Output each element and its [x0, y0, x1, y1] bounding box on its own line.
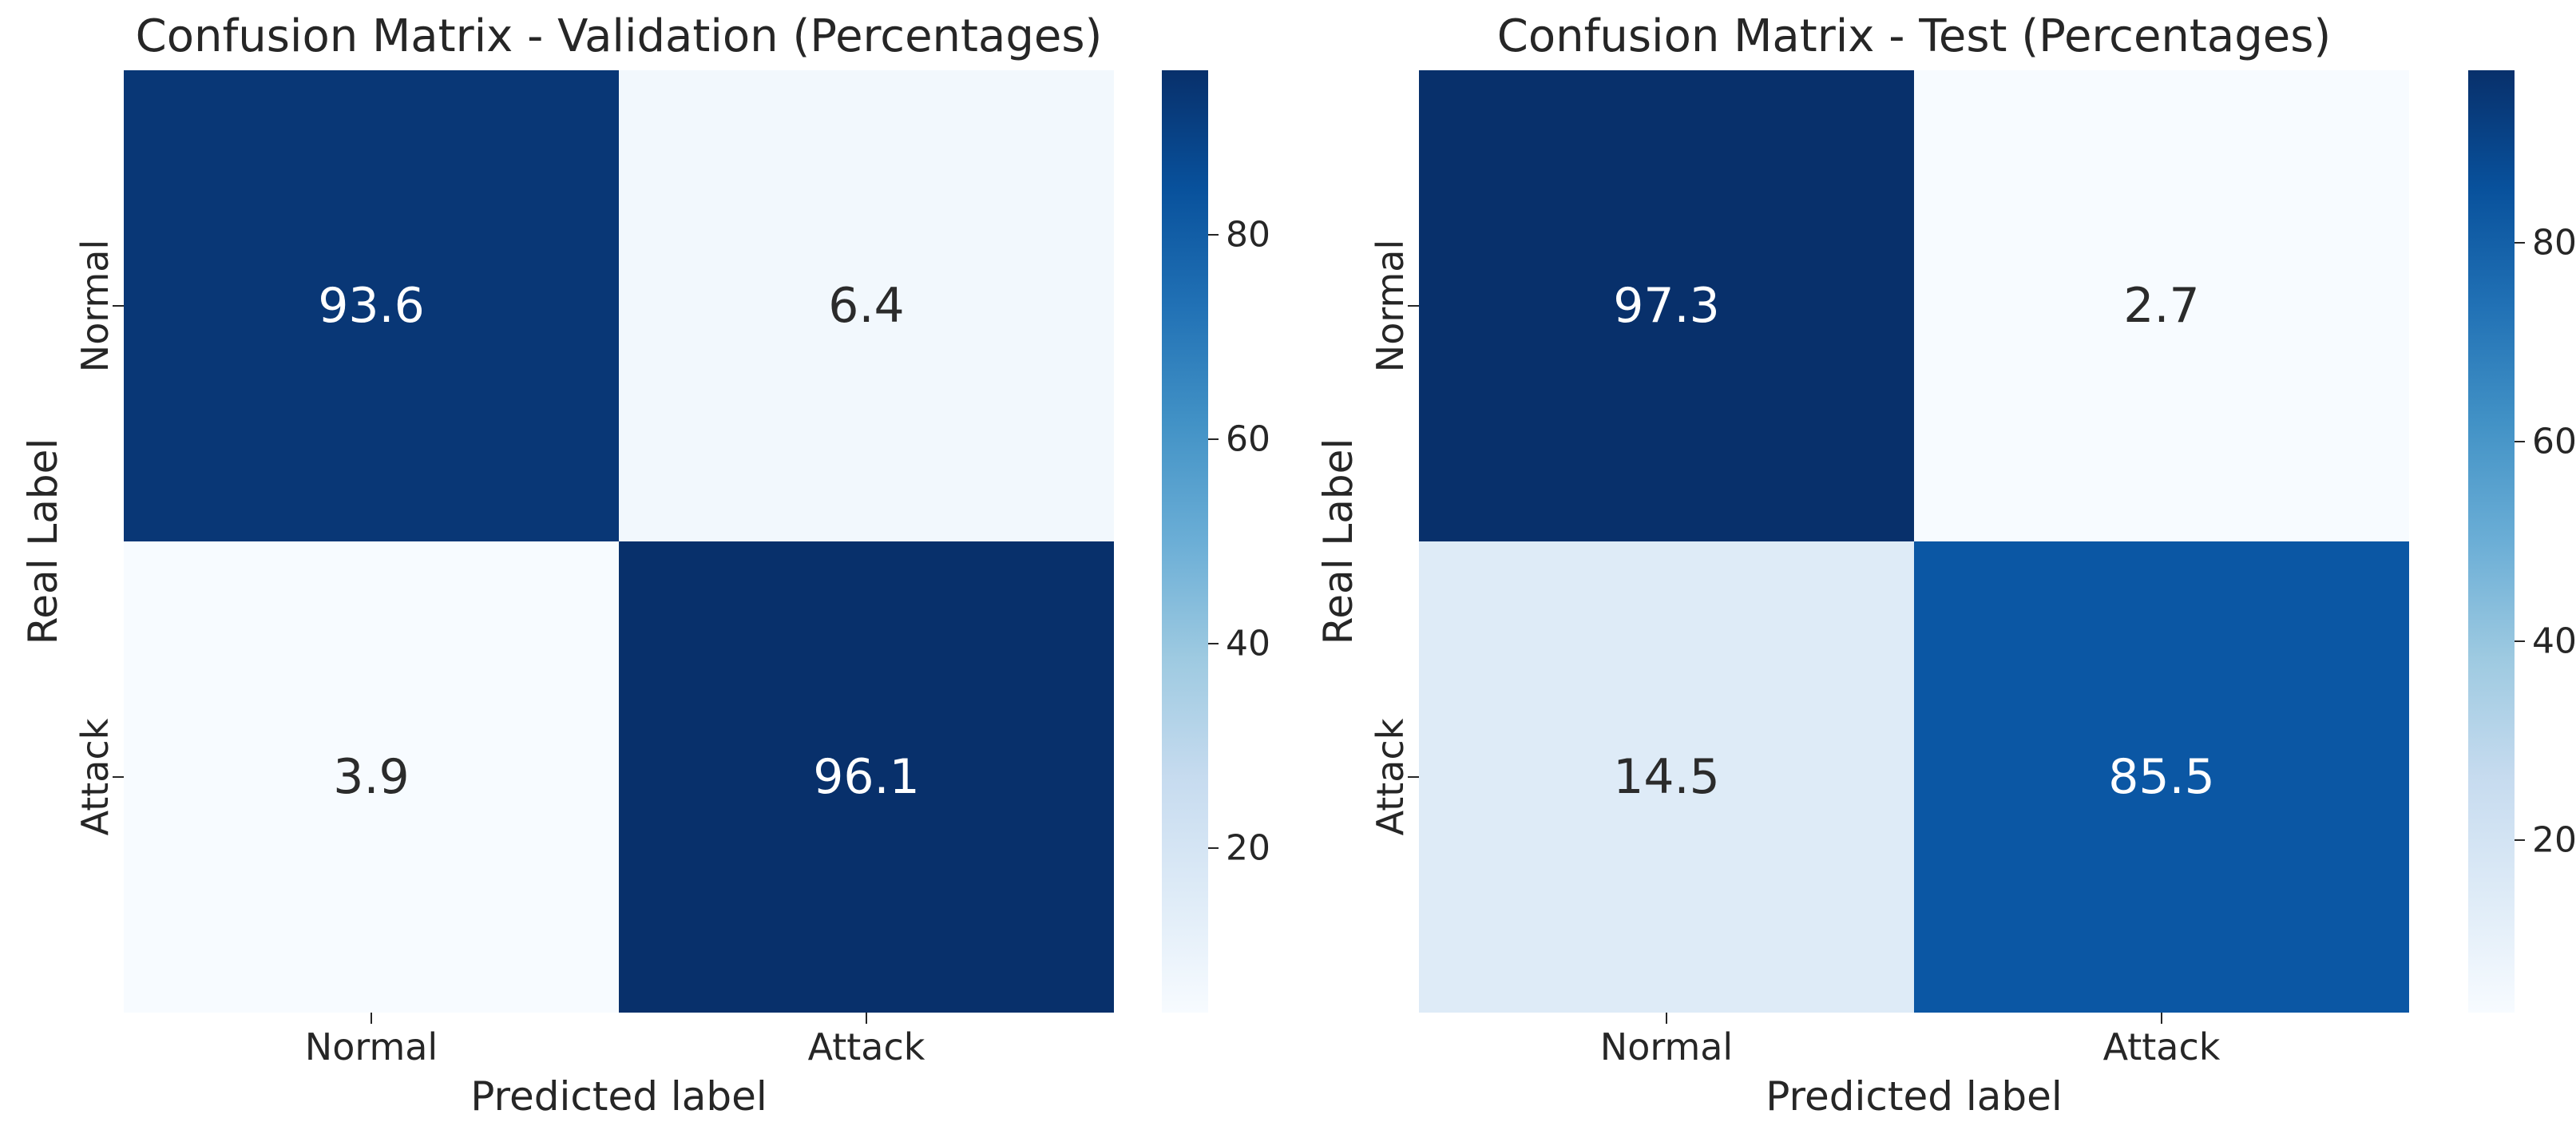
y-tick-label: Attack	[1369, 718, 1412, 836]
x-tick-label: Attack	[2102, 1025, 2221, 1068]
colorbar-tick-mark	[2515, 241, 2525, 244]
colorbar-tick-mark	[1208, 438, 1219, 440]
heatmap-cell-attack-normal: 14.5	[1419, 541, 1914, 1013]
x-tick-mark	[2161, 1013, 2162, 1024]
y-axis-label-text: Real Label	[20, 438, 66, 645]
cell-value: 85.5	[2108, 749, 2215, 805]
y-tick-mark	[113, 776, 124, 778]
colorbar-tick-mark	[1208, 846, 1219, 849]
cell-value: 96.1	[813, 749, 920, 805]
heatmap-cell-attack-attack: 85.5	[1914, 541, 2409, 1013]
heatmap-cell-attack-attack: 96.1	[619, 541, 1114, 1013]
colorbar-tick-label: 60	[2532, 421, 2576, 462]
y-tick-mark	[1408, 305, 1419, 307]
chart-title-test: Confusion Matrix - Test (Percentages)	[1496, 10, 2332, 62]
colorbar-tick-mark	[1208, 643, 1219, 645]
colorbar-tick-mark	[2515, 640, 2525, 642]
y-tick-label: Normal	[73, 239, 117, 373]
heatmap-validation: 93.6 6.4 3.9 96.1	[124, 70, 1114, 1013]
colorbar-test: 80 60 40 20	[2468, 70, 2576, 1013]
y-tick-mark	[1408, 776, 1419, 778]
x-tick-mark	[371, 1013, 372, 1024]
colorbar-tick-mark	[2515, 839, 2525, 842]
colorbar-tick-mark	[1208, 234, 1219, 236]
colorbar-gradient	[2468, 70, 2515, 1013]
heatmap-cell-normal-normal: 93.6	[124, 70, 619, 541]
colorbar-tick-mark	[2515, 441, 2525, 443]
x-tick-label: Normal	[304, 1025, 438, 1068]
x-axis-label-text: Predicted label	[1766, 1073, 2063, 1120]
x-tick-mark	[866, 1013, 867, 1024]
y-tick-label: Attack	[73, 718, 117, 836]
heatmap-test: 97.3 2.7 14.5 85.5	[1419, 70, 2409, 1013]
cell-value: 6.4	[828, 278, 905, 334]
heatmap-cell-attack-normal: 3.9	[124, 541, 619, 1013]
colorbar-tick-label: 80	[1226, 214, 1270, 256]
cell-value: 3.9	[333, 749, 410, 805]
y-tick-label: Normal	[1369, 239, 1412, 373]
cell-value: 14.5	[1613, 749, 1720, 805]
colorbar-tick-label: 80	[2532, 222, 2576, 264]
cell-value: 93.6	[318, 278, 425, 334]
heatmap-cell-normal-normal: 97.3	[1419, 70, 1914, 541]
colorbar-tick-label: 60	[1226, 418, 1270, 460]
y-tick-mark	[113, 305, 124, 307]
heatmap-cell-normal-attack: 6.4	[619, 70, 1114, 541]
y-axis-label-text: Real Label	[1315, 438, 1361, 645]
colorbar-gradient	[1162, 70, 1208, 1013]
x-tick-label: Normal	[1599, 1025, 1734, 1068]
x-tick-label: Attack	[807, 1025, 925, 1068]
cell-value: 2.7	[2123, 278, 2200, 334]
colorbar-tick-label: 40	[1226, 623, 1270, 664]
colorbar-tick-label: 40	[2532, 620, 2576, 662]
x-axis-label-text: Predicted label	[470, 1073, 767, 1120]
cell-value: 97.3	[1613, 278, 1720, 334]
x-tick-mark	[1666, 1013, 1667, 1024]
colorbar-tick-label: 20	[1226, 827, 1270, 869]
chart-title-validation: Confusion Matrix - Validation (Percentag…	[135, 10, 1103, 62]
colorbar-validation: 80 60 40 20	[1162, 70, 1270, 1013]
heatmap-cell-normal-attack: 2.7	[1914, 70, 2409, 541]
colorbar-tick-label: 20	[2532, 819, 2576, 861]
